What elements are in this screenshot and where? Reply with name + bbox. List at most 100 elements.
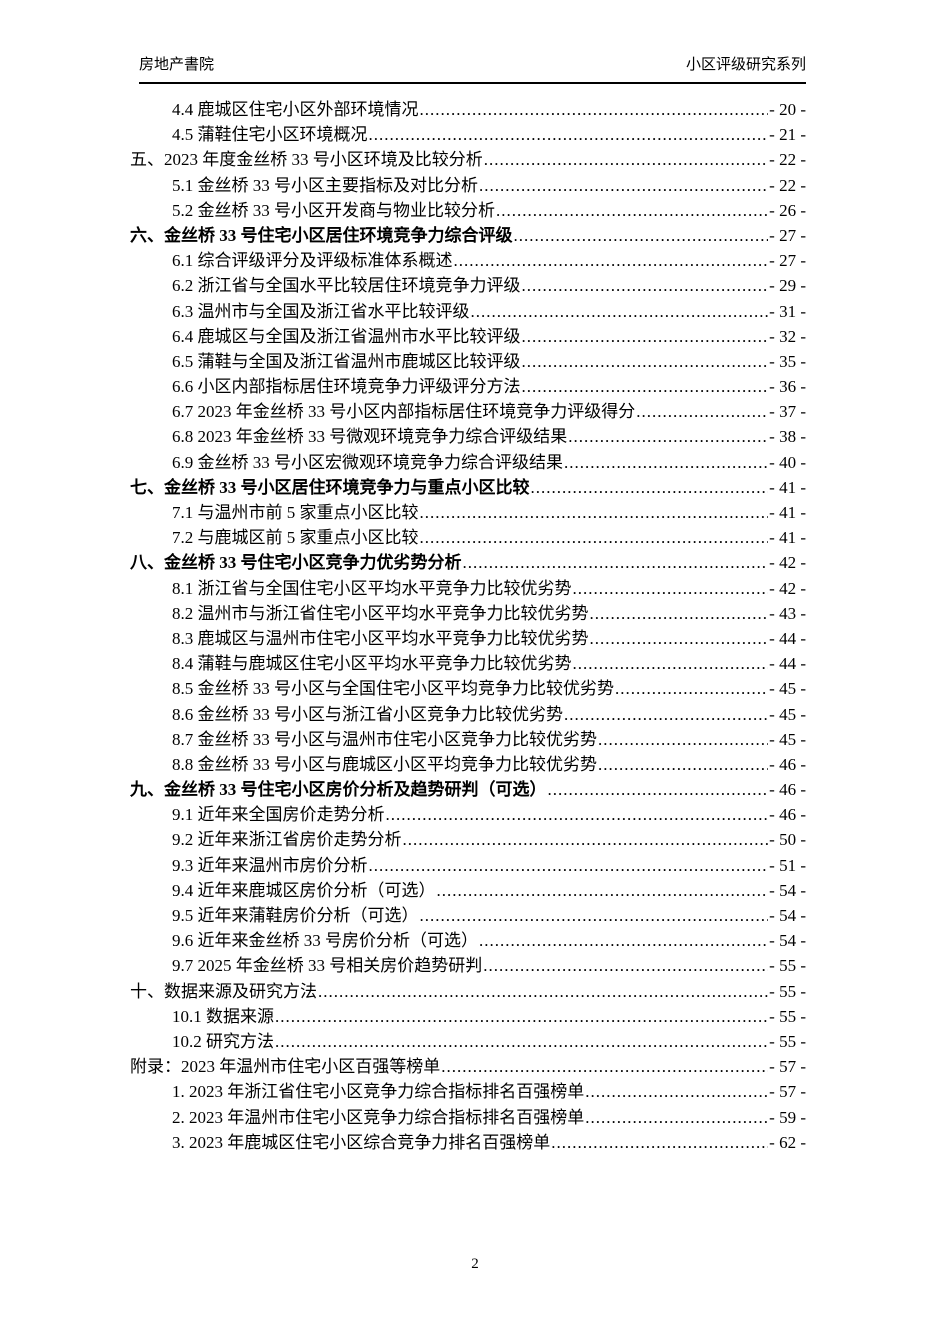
toc-entry[interactable]: 8.5 金丝桥 33 号小区与全国住宅小区平均竞争力比较优劣势 - 45 - (130, 676, 806, 701)
toc-entry[interactable]: 6.9 金丝桥 33 号小区宏微观环境竞争力综合评级结果 - 40 - (130, 450, 806, 475)
toc-dot-leader (514, 223, 769, 248)
toc-entry-label: 8.1 浙江省与全国住宅小区平均水平竞争力比较优劣势 (172, 578, 572, 598)
toc-entry-page-number: - 46 - (769, 805, 806, 825)
toc-entry-label: 5.2 金丝桥 33 号小区开发商与物业比较分析 (172, 200, 495, 220)
toc-entry-label: 8.8 金丝桥 33 号小区与鹿城区小区平均竞争力比较优劣势 (172, 754, 597, 774)
toc-entry[interactable]: 10.2 研究方法 - 55 - (130, 1029, 806, 1054)
toc-entry[interactable]: 十、数据来源及研究方法 - 55 - (130, 979, 806, 1004)
toc-entry[interactable]: 8.8 金丝桥 33 号小区与鹿城区小区平均竞争力比较优劣势 - 46 - (130, 752, 806, 777)
toc-entry[interactable]: 五、2023 年度金丝桥 33 号小区环境及比较分析 - 22 - (130, 147, 806, 172)
toc-entry-page-number: - 55 - (769, 1031, 806, 1051)
toc-dot-leader (471, 299, 769, 324)
header-right-title: 小区评级研究系列 (685, 57, 806, 73)
toc-entry[interactable]: 九、金丝桥 33 号住宅小区房价分析及趋势研判（可选） - 46 - (130, 777, 806, 802)
toc-entry[interactable]: 9.7 2025 年金丝桥 33 号相关房价趋势研判 - 55 - (130, 953, 806, 978)
toc-entry[interactable]: 5.1 金丝桥 33 号小区主要指标及对比分析 - 22 - (130, 173, 806, 198)
toc-entry[interactable]: 8.1 浙江省与全国住宅小区平均水平竞争力比较优劣势 - 42 - (130, 576, 806, 601)
toc-entry-label: 9.6 近年来金丝桥 33 号房价分析（可选） (172, 931, 478, 951)
toc-entry[interactable]: 七、金丝桥 33 号小区居住环境竞争力与重点小区比较 - 41 - (130, 475, 806, 500)
toc-dot-leader (275, 1004, 768, 1029)
toc-entry[interactable]: 8.6 金丝桥 33 号小区与浙江省小区竞争力比较优劣势 - 45 - (130, 702, 806, 727)
toc-entry[interactable]: 9.1 近年来全国房价走势分析 - 46 - (130, 802, 806, 827)
toc-dot-leader (573, 651, 769, 676)
toc-entry[interactable]: 1. 2023 年浙江省住宅小区竞争力综合指标排名百强榜单 - 57 - (130, 1079, 806, 1104)
toc-entry[interactable]: 9.3 近年来温州市房价分析 - 51 - (130, 853, 806, 878)
toc-entry-label: 9.5 近年来蒲鞋房价分析（可选） (172, 906, 419, 925)
toc-entry[interactable]: 8.2 温州市与浙江省住宅小区平均水平竞争力比较优劣势 - 43 - (130, 601, 806, 626)
toc-dot-leader (369, 122, 769, 147)
toc-dot-leader (548, 777, 769, 802)
toc-entry-label: 8.2 温州市与浙江省住宅小区平均水平竞争力比较优劣势 (172, 603, 589, 623)
toc-entry-label: 5.1 金丝桥 33 号小区主要指标及对比分析 (172, 175, 478, 195)
toc-entry-page-number: - 45 - (769, 704, 806, 724)
toc-dot-leader (551, 1130, 768, 1155)
toc-entry-label: 8.7 金丝桥 33 号小区与温州市住宅小区竞争力比较优劣势 (172, 729, 597, 749)
toc-entry[interactable]: 7.2 与鹿城区前 5 家重点小区比较 - 41 - (130, 525, 806, 550)
toc-dot-leader (598, 727, 768, 752)
toc-entry-page-number: - 41 - (769, 528, 806, 548)
toc-entry-page-number: - 50 - (769, 830, 806, 850)
toc-entry-label: 八、金丝桥 33 号住宅小区竞争力优劣势分析 (130, 553, 462, 573)
toc-entry-page-number: - 27 - (769, 251, 806, 271)
toc-entry[interactable]: 8.7 金丝桥 33 号小区与温州市住宅小区竞争力比较优劣势 - 45 - (130, 727, 806, 752)
toc-entry[interactable]: 9.6 近年来金丝桥 33 号房价分析（可选） - 54 - (130, 928, 806, 953)
toc-entry[interactable]: 6.7 2023 年金丝桥 33 号小区内部指标居住环境竞争力评级得分 - 37… (130, 399, 806, 424)
toc-entry[interactable]: 6.5 蒲鞋与全国及浙江省温州市鹿城区比较评级 - 35 - (130, 349, 806, 374)
toc-entry[interactable]: 8.4 蒲鞋与鹿城区住宅小区平均水平竞争力比较优劣势 - 44 - (130, 651, 806, 676)
toc-entry[interactable]: 8.3 鹿城区与温州市住宅小区平均水平竞争力比较优劣势 - 44 - (130, 626, 806, 651)
toc-dot-leader (615, 676, 768, 701)
toc-dot-leader (420, 903, 769, 928)
toc-entry-page-number: - 26 - (769, 200, 806, 220)
toc-dot-leader (564, 702, 768, 727)
toc-entry-label: 6.6 小区内部指标居住环境竞争力评级评分方法 (172, 377, 521, 397)
toc-dot-leader (420, 500, 769, 525)
toc-entry-label: 1. 2023 年浙江省住宅小区竞争力综合指标排名百强榜单 (172, 1082, 585, 1102)
toc-dot-leader (590, 601, 769, 626)
toc-dot-leader (420, 525, 769, 550)
page-header: 房地产書院 小区评级研究系列 (139, 56, 806, 84)
toc-entry[interactable]: 3. 2023 年鹿城区住宅小区综合竞争力排名百强榜单 - 62 - (130, 1130, 806, 1155)
toc-entry[interactable]: 6.8 2023 年金丝桥 33 号微观环境竞争力综合评级结果 - 38 - (130, 424, 806, 449)
toc-entry[interactable]: 6.2 浙江省与全国水平比较居住环境竞争力评级 - 29 - (130, 273, 806, 298)
toc-dot-leader (483, 953, 768, 978)
toc-entry[interactable]: 6.4 鹿城区与全国及浙江省温州市水平比较评级 - 32 - (130, 324, 806, 349)
toc-dot-leader (420, 97, 769, 122)
toc-entry[interactable]: 6.3 温州市与全国及浙江省水平比较评级 - 31 - (130, 299, 806, 324)
toc-entry-page-number: - 41 - (769, 477, 806, 497)
toc-entry[interactable]: 4.5 蒲鞋住宅小区环境概况 - 21 - (130, 122, 806, 147)
toc-entry-label: 7.2 与鹿城区前 5 家重点小区比较 (172, 528, 419, 548)
toc-entry[interactable]: 10.1 数据来源 - 55 - (130, 1004, 806, 1029)
toc-dot-leader (479, 173, 768, 198)
toc-entry[interactable]: 7.1 与温州市前 5 家重点小区比较 - 41 - (130, 500, 806, 525)
footer-page-number: 2 (471, 1256, 479, 1272)
toc-entry[interactable]: 6.1 综合评级评分及评级标准体系概述 - 27 - (130, 248, 806, 273)
toc-entry-page-number: - 55 - (769, 956, 806, 976)
toc-entry-label: 9.4 近年来鹿城区房价分析（可选） (172, 880, 436, 900)
toc-entry-label: 8.3 鹿城区与温州市住宅小区平均水平竞争力比较优劣势 (172, 628, 589, 648)
page-footer: 2 (0, 1256, 950, 1273)
toc-entry[interactable]: 六、金丝桥 33 号住宅小区居住环境竞争力综合评级 - 27 - (130, 223, 806, 248)
toc-dot-leader (386, 802, 769, 827)
toc-dot-leader (369, 853, 769, 878)
toc-entry-label: 六、金丝桥 33 号住宅小区居住环境竞争力综合评级 (130, 225, 513, 245)
toc-entry-label: 6.8 2023 年金丝桥 33 号微观环境竞争力综合评级结果 (172, 427, 568, 447)
toc-entry-page-number: - 38 - (769, 427, 806, 447)
toc-entry-label: 七、金丝桥 33 号小区居住环境竞争力与重点小区比较 (130, 477, 530, 497)
toc-entry-label: 6.2 浙江省与全国水平比较居住环境竞争力评级 (172, 276, 521, 296)
toc-entry[interactable]: 附录：2023 年温州市住宅小区百强等榜单 - 57 - (130, 1054, 806, 1079)
toc-entry[interactable]: 5.2 金丝桥 33 号小区开发商与物业比较分析 - 26 - (130, 198, 806, 223)
toc-dot-leader (590, 626, 769, 651)
toc-entry[interactable]: 9.5 近年来蒲鞋房价分析（可选） - 54 - (130, 903, 806, 928)
toc-dot-leader (522, 324, 769, 349)
toc-entry[interactable]: 6.6 小区内部指标居住环境竞争力评级评分方法 - 36 - (130, 374, 806, 399)
toc-entry-page-number: - 59 - (769, 1107, 806, 1127)
toc-dot-leader (585, 1105, 768, 1130)
toc-entry[interactable]: 4.4 鹿城区住宅小区外部环境情况 - 20 - (130, 97, 806, 122)
toc-entry[interactable]: 9.4 近年来鹿城区房价分析（可选） - 54 - (130, 878, 806, 903)
toc-entry[interactable]: 9.2 近年来浙江省房价走势分析 - 50 - (130, 827, 806, 852)
toc-entry[interactable]: 八、金丝桥 33 号住宅小区竞争力优劣势分析 - 42 - (130, 550, 806, 575)
toc-entry-label: 2. 2023 年温州市住宅小区竞争力综合指标排名百强榜单 (172, 1107, 585, 1127)
toc-entry-label: 6.4 鹿城区与全国及浙江省温州市水平比较评级 (172, 326, 521, 346)
toc-entry[interactable]: 2. 2023 年温州市住宅小区竞争力综合指标排名百强榜单 - 59 - (130, 1105, 806, 1130)
toc-entry-page-number: - 46 - (769, 754, 806, 774)
